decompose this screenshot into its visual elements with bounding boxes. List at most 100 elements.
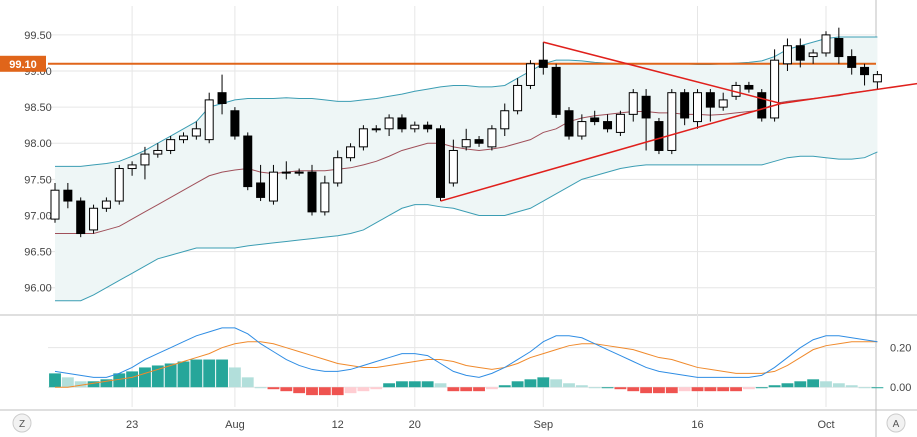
candle-body <box>847 56 857 68</box>
candle-body <box>384 117 394 130</box>
candle <box>821 31 831 57</box>
candle <box>397 114 407 133</box>
macd-histogram-bar <box>691 387 704 392</box>
macd-histogram-bar <box>498 385 511 388</box>
candle <box>436 125 445 202</box>
candle-body <box>564 110 574 137</box>
macd-histogram-bar <box>190 359 203 388</box>
x-tick-label: Oct <box>817 419 834 431</box>
macd-histogram-bar <box>460 387 473 392</box>
macd-y-tick-label: 0.20 <box>890 343 911 355</box>
macd-histogram-bar <box>614 387 627 390</box>
y-tick-label: 97.00 <box>24 210 52 222</box>
candle-body <box>153 149 163 155</box>
candle <box>114 164 124 205</box>
y-tick-label: 99.50 <box>24 30 52 42</box>
candle <box>243 132 253 191</box>
candle <box>808 49 818 64</box>
candle <box>281 161 291 180</box>
x-axis: 23 Aug 12 20 Sep 16 Oct <box>126 419 835 431</box>
candle <box>551 63 561 118</box>
candle-body <box>693 92 702 123</box>
macd-panel: 0.20 0.00 <box>48 327 911 396</box>
candle <box>256 164 266 202</box>
macd-histogram-bar <box>126 371 139 388</box>
candle <box>217 74 227 115</box>
candle <box>191 121 201 140</box>
candle-body <box>782 45 792 65</box>
bollinger-lower-line <box>55 151 878 302</box>
macd-signal-line <box>55 341 878 388</box>
macd-histogram-bar <box>524 379 537 388</box>
candle <box>564 107 574 140</box>
y-tick-label: 98.50 <box>24 102 52 114</box>
candle-body <box>346 146 356 159</box>
candle-body <box>808 52 818 58</box>
macd-histogram-bar <box>485 387 498 390</box>
candle-body <box>513 84 523 112</box>
candle <box>294 168 304 176</box>
macd-histogram-bar <box>177 361 190 388</box>
candle <box>101 197 111 212</box>
macd-histogram-bar <box>408 381 421 388</box>
macd-histogram-bar <box>575 385 588 388</box>
candle-body <box>448 149 458 184</box>
x-tick-label: 16 <box>691 419 703 431</box>
candle-body <box>461 139 471 148</box>
candle <box>204 92 214 144</box>
macd-histogram-bar <box>280 387 293 392</box>
macd-histogram-bar <box>640 387 653 394</box>
candle <box>384 114 394 137</box>
candle <box>89 204 99 234</box>
macd-histogram-bar <box>473 387 485 392</box>
candle-body <box>423 124 433 130</box>
candle-body <box>76 200 86 235</box>
candle-body <box>127 164 137 170</box>
candle-body <box>397 117 407 130</box>
candle-body <box>718 99 728 108</box>
macd-histogram-bar <box>820 381 832 388</box>
macd-histogram-bar <box>216 359 228 388</box>
candle <box>641 89 651 151</box>
candle <box>487 125 497 151</box>
macd-histogram-bar <box>267 387 280 390</box>
auto-scale-button[interactable] <box>886 413 906 433</box>
candle <box>153 143 163 158</box>
macd-histogram-bar <box>807 379 820 388</box>
candle-body <box>436 128 445 198</box>
current-price-badge <box>0 55 46 72</box>
candle <box>320 175 330 216</box>
candle <box>525 60 535 90</box>
macd-histogram-bar <box>49 373 61 388</box>
candle <box>744 81 754 93</box>
candle-body <box>204 99 214 141</box>
candle-body <box>358 128 368 148</box>
candle-body <box>705 92 715 108</box>
current-price-label: 99.10 <box>9 59 37 71</box>
macd-histogram-bar <box>717 387 730 392</box>
candle-body <box>320 182 330 213</box>
macd-histogram-bar <box>627 387 640 392</box>
candle-body <box>371 128 381 131</box>
macd-histogram-bar <box>653 387 665 394</box>
macd-histogram-bar <box>61 377 74 388</box>
candle-body <box>101 200 111 209</box>
candle <box>448 139 458 187</box>
macd-histogram-bar <box>781 383 794 388</box>
macd-histogram-bar <box>228 367 241 388</box>
candle <box>127 161 137 176</box>
macd-histogram-bar <box>730 387 742 392</box>
x-tick-label: Sep <box>534 419 554 431</box>
candle <box>603 114 613 133</box>
macd-histogram-bar <box>511 381 524 388</box>
macd-histogram-bar <box>678 387 691 392</box>
macd-histogram-bar <box>704 387 717 392</box>
candle-body <box>834 38 844 58</box>
candle-body <box>603 121 613 130</box>
macd-histogram-bar <box>588 387 601 389</box>
candle <box>654 117 664 155</box>
candle <box>346 143 356 162</box>
macd-histogram-bar <box>293 387 306 394</box>
zoom-button[interactable] <box>12 413 32 433</box>
